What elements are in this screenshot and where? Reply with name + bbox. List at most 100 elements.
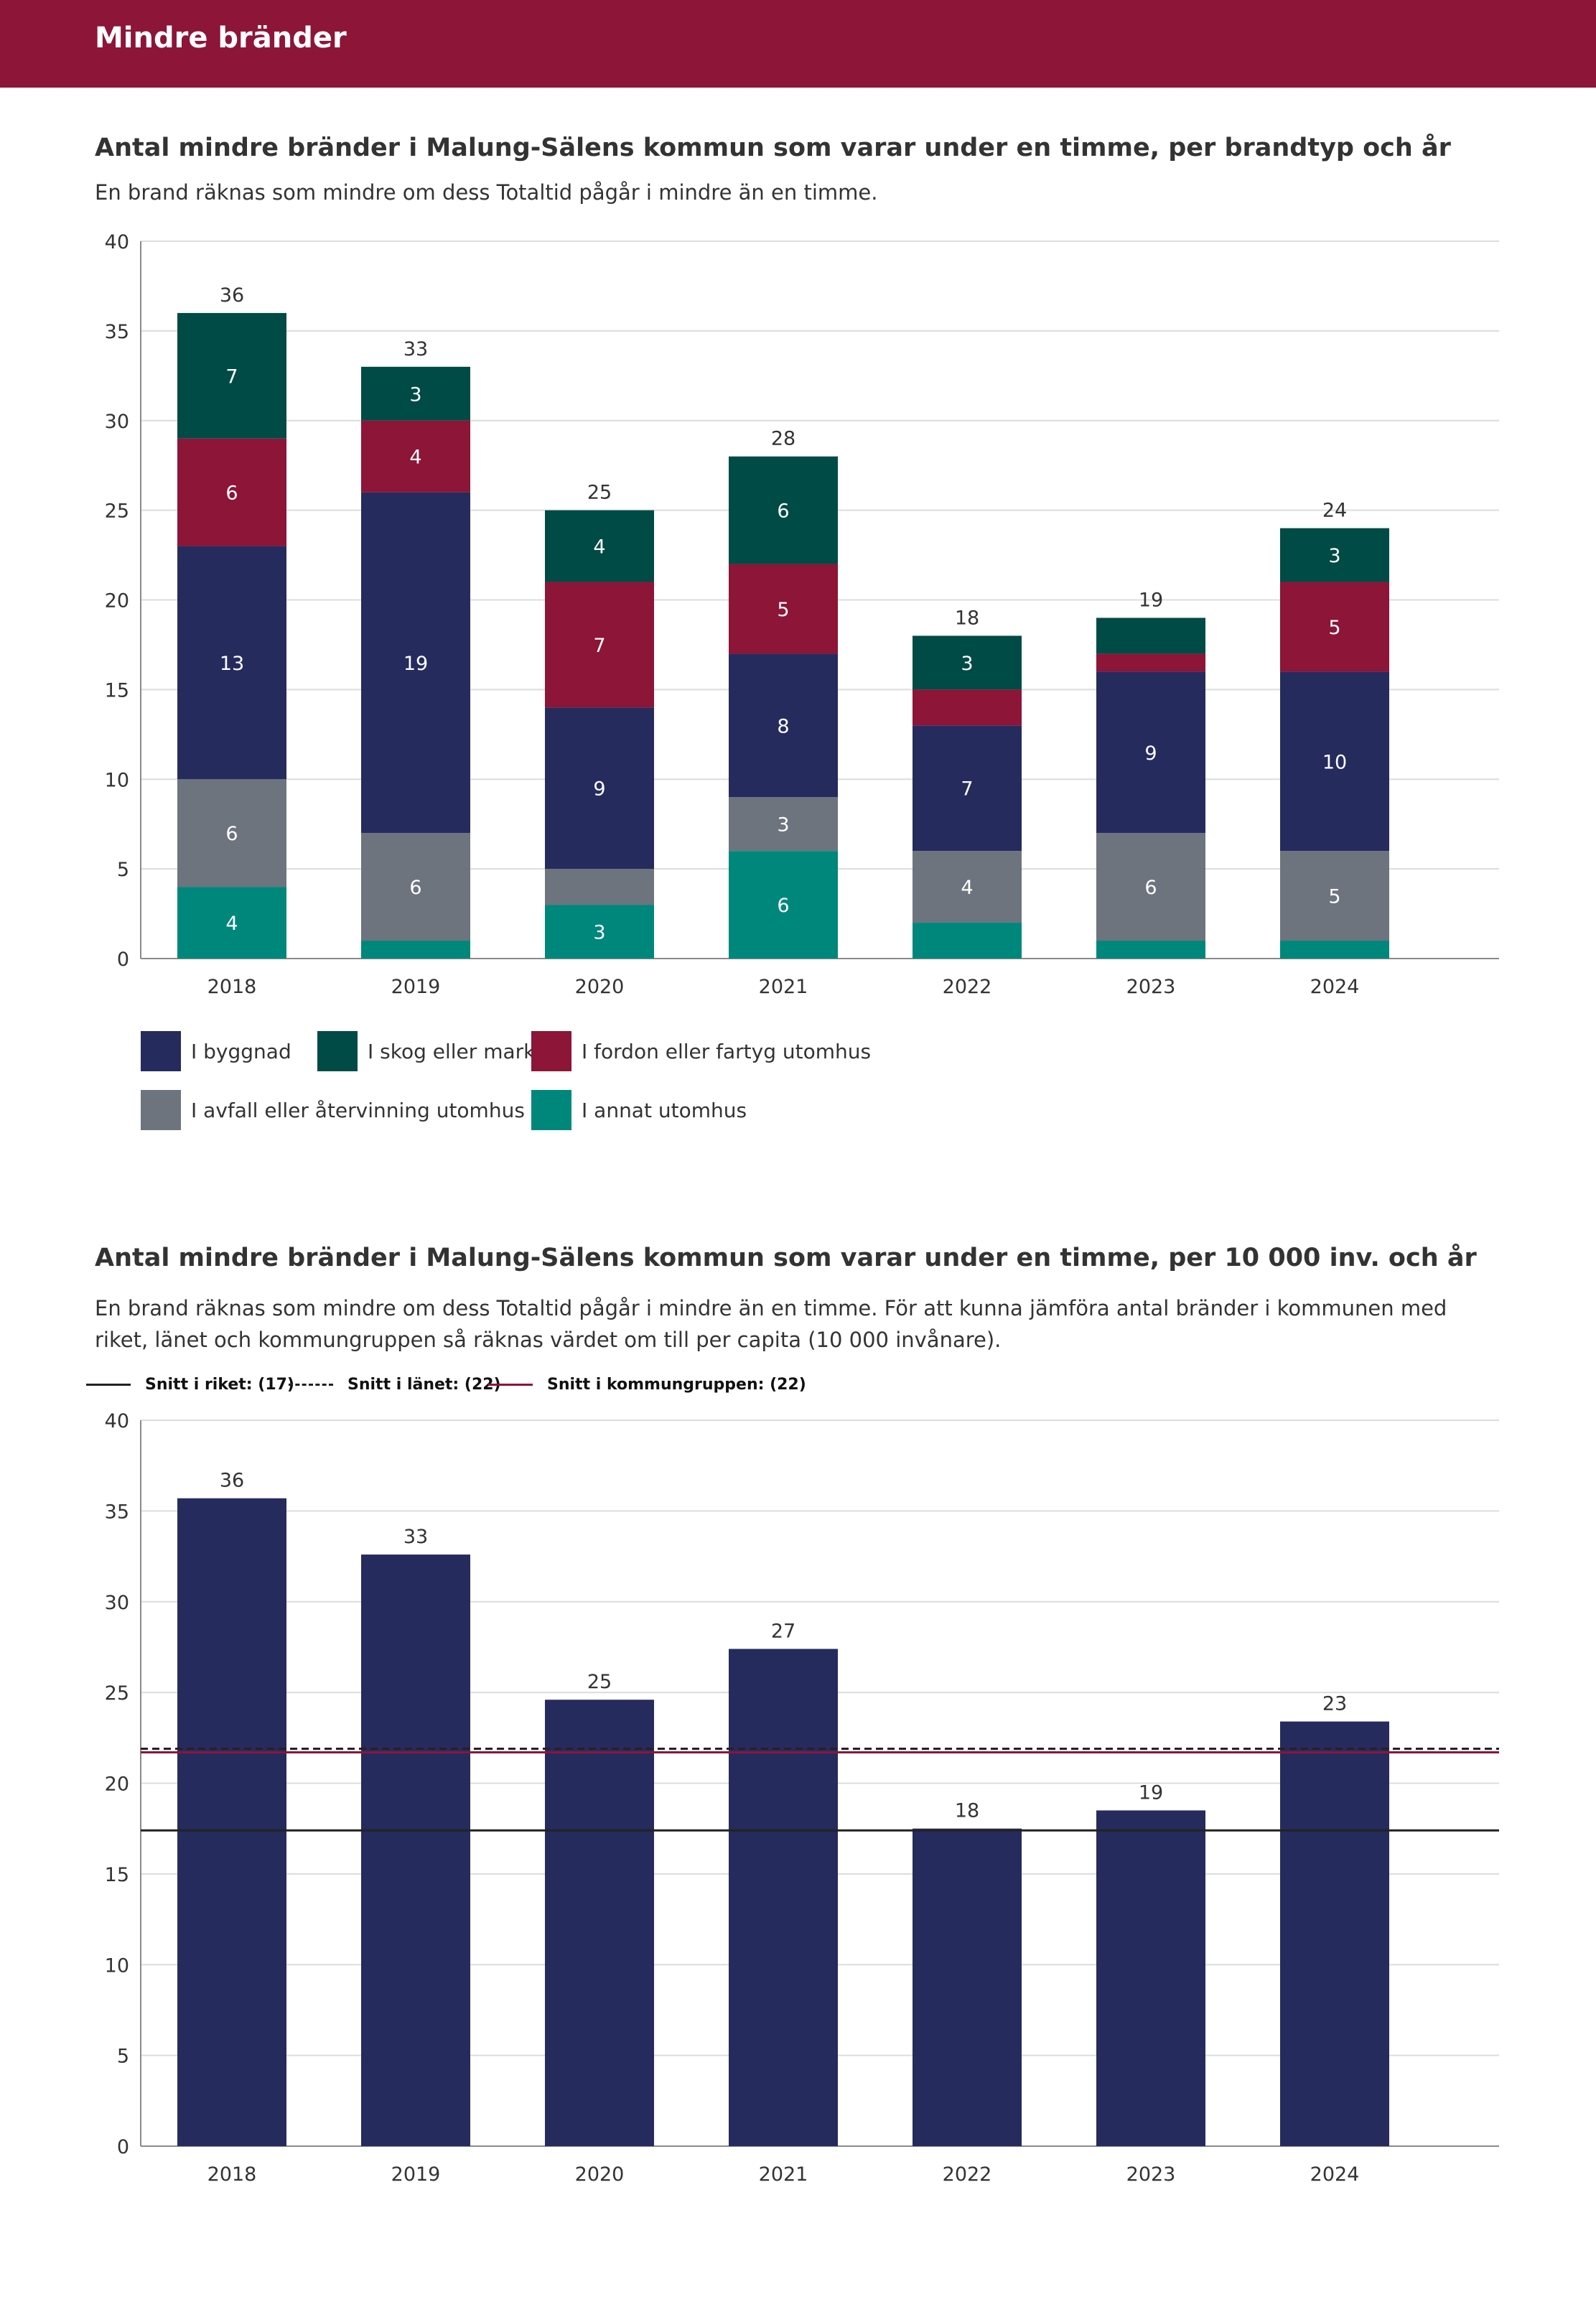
bar-segment	[1280, 941, 1389, 959]
bar-value-label: 27	[771, 1620, 795, 1642]
bar-value-label: 18	[955, 1800, 979, 1822]
page-title: Mindre bränder	[95, 22, 347, 55]
ref-legend-label: Snitt i riket: (17)	[145, 1376, 294, 1394]
bar-segment	[913, 635, 1022, 690]
bar-segment	[729, 851, 838, 959]
legend-swatch	[531, 1031, 571, 1071]
bar	[361, 1555, 470, 2146]
bar-segment	[545, 905, 654, 959]
bar-segment	[729, 653, 838, 798]
segment-value-label: 3	[593, 922, 605, 944]
bar-segment	[361, 833, 470, 941]
bar-segment	[1096, 653, 1205, 672]
chart1-subtitle: En brand räknas som mindre om dess Total…	[95, 180, 878, 205]
segment-value-label: 6	[777, 895, 789, 917]
x-tick-label: 2024	[1310, 976, 1360, 998]
segment-value-label: 5	[777, 599, 789, 621]
bar-segment	[361, 492, 470, 834]
bar-segment	[913, 725, 1022, 852]
bar-segment	[729, 564, 838, 654]
segment-value-label: 4	[225, 913, 238, 935]
y-tick-label: 35	[105, 321, 129, 343]
chart1-title: Antal mindre bränder i Malung-Sälens kom…	[95, 134, 1451, 162]
bar-segment	[1096, 671, 1205, 834]
x-tick-label: 2023	[1126, 2163, 1176, 2186]
bar-value-label: 33	[403, 1526, 428, 1548]
segment-value-label: 7	[593, 635, 605, 657]
total-value-label: 25	[587, 482, 612, 504]
bar-segment	[1096, 941, 1205, 959]
bar-segment	[361, 366, 470, 421]
total-value-label: 36	[220, 284, 244, 307]
segment-value-label: 8	[777, 715, 789, 737]
legend-swatch	[531, 1090, 571, 1130]
y-tick-label: 40	[105, 231, 129, 253]
bar-segment	[545, 510, 654, 582]
segment-value-label: 3	[777, 814, 789, 836]
legend-label: I annat utomhus	[582, 1098, 747, 1122]
header-bar: Mindre bränder	[0, 0, 1596, 88]
segment-value-label: 7	[225, 365, 238, 388]
legend-item: I avfall eller återvinning utomhus	[141, 1090, 525, 1130]
x-tick-label: 2022	[943, 976, 992, 998]
ref-legend-line	[86, 1384, 131, 1386]
segment-value-label: 13	[220, 653, 244, 675]
bar-segment	[1280, 671, 1389, 852]
chart2-title: Antal mindre bränder i Malung-Sälens kom…	[95, 1244, 1477, 1272]
segment-value-label: 5	[1328, 886, 1340, 908]
x-tick-label: 2019	[391, 2163, 441, 2186]
bar-segment	[1096, 617, 1205, 654]
ref-legend-line	[289, 1384, 333, 1386]
y-tick-label: 30	[105, 1592, 129, 1614]
bar-value-label: 19	[1139, 1781, 1163, 1804]
bar-segment	[361, 420, 470, 493]
bar-segment	[913, 689, 1022, 726]
ref-legend-item: Snitt i riket: (17)	[86, 1376, 294, 1394]
y-tick-label: 20	[105, 1774, 129, 1796]
legend-swatch	[141, 1090, 181, 1130]
x-tick-label: 2018	[207, 976, 257, 998]
ref-legend-line	[488, 1384, 533, 1386]
bar	[177, 1498, 286, 2146]
x-tick-label: 2020	[575, 2163, 625, 2186]
y-tick-label: 35	[105, 1501, 129, 1523]
segment-value-label: 4	[593, 536, 605, 559]
y-tick-label: 0	[117, 2136, 129, 2158]
bar-segment	[1280, 851, 1389, 941]
segment-value-label: 10	[1322, 751, 1347, 773]
segment-value-label: 7	[961, 778, 973, 801]
bar-segment	[177, 779, 286, 887]
bar-value-label: 23	[1322, 1693, 1347, 1715]
bar-segment	[545, 707, 654, 870]
segment-value-label: 9	[1144, 742, 1157, 765]
x-tick-label: 2023	[1126, 976, 1176, 998]
bar-segment	[177, 438, 286, 546]
per-capita-bar-chart: 0 5 10 15 20 25 30 35 40 2018 2019 2020 2021 2022 2023…	[105, 1410, 1499, 2186]
total-value-label: 18	[955, 607, 979, 629]
chart2-subtitle: En brand räknas som mindre om dess Total…	[95, 1296, 1447, 1352]
y-tick-label: 15	[105, 1864, 129, 1886]
y-tick-label: 15	[105, 679, 129, 702]
bar-segment	[1096, 833, 1205, 941]
total-value-label: 33	[403, 338, 428, 360]
bar-segment	[729, 797, 838, 852]
segment-value-label: 3	[1328, 545, 1340, 567]
bar-segment	[177, 312, 286, 439]
total-value-label: 28	[771, 428, 795, 450]
total-value-label: 24	[1322, 500, 1347, 522]
bar-value-label: 25	[587, 1671, 612, 1693]
y-tick-label: 0	[117, 949, 129, 971]
x-tick-label: 2024	[1310, 2163, 1360, 2186]
bar-segment	[913, 923, 1022, 959]
total-value-label: 19	[1139, 589, 1163, 611]
y-tick-label: 10	[105, 769, 129, 791]
y-tick-label: 5	[117, 859, 129, 881]
y-tick-label: 10	[105, 1954, 129, 1977]
bar	[729, 1649, 838, 2146]
y-tick-label: 40	[105, 1410, 129, 1432]
ref-legend-item: Snitt i kommungruppen: (22)	[488, 1376, 806, 1394]
legend-label: I byggnad	[191, 1039, 291, 1063]
y-tick-label: 20	[105, 590, 129, 612]
segment-value-label: 6	[1144, 877, 1157, 899]
